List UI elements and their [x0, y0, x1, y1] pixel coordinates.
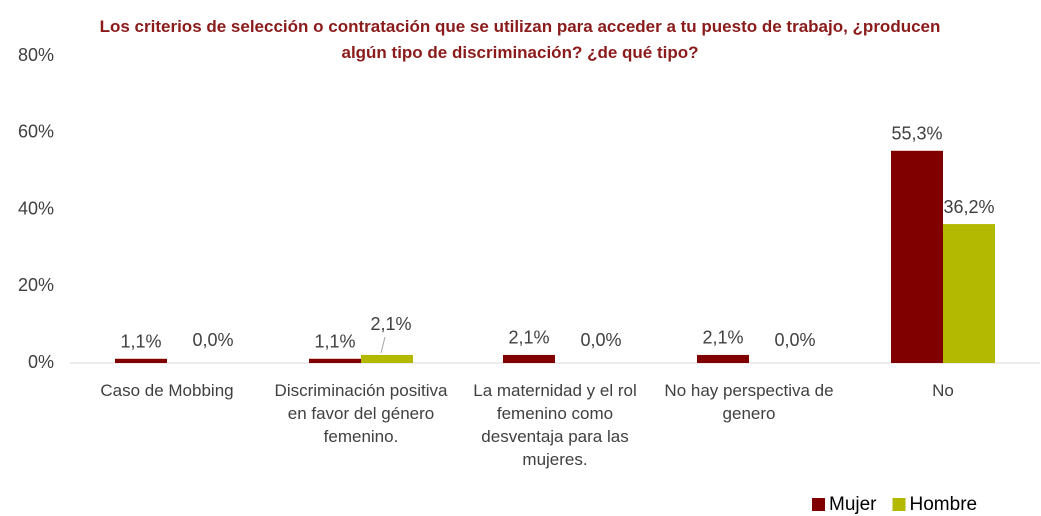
- value-label: 2,1%: [702, 328, 743, 348]
- y-tick-label: 60%: [18, 122, 54, 142]
- bar: [943, 224, 995, 363]
- y-tick-label: 80%: [18, 45, 54, 65]
- legend-label: Mujer: [829, 494, 877, 515]
- bar: [697, 354, 749, 363]
- value-label: 0,0%: [580, 330, 621, 350]
- x-tick-label: Discriminación positiva en favor del gén…: [274, 381, 448, 446]
- value-label: 0,0%: [192, 330, 233, 350]
- value-label: 36,2%: [943, 197, 994, 217]
- x-tick-label: La maternidad y el rol femenino como des…: [473, 381, 637, 469]
- bar: [503, 354, 555, 363]
- value-label: 1,1%: [314, 332, 355, 352]
- legend-swatch: [812, 498, 825, 511]
- legend-label: Hombre: [910, 494, 978, 515]
- bar: [309, 358, 361, 363]
- x-tick-label: Caso de Mobbing: [100, 381, 234, 400]
- y-tick-label: 0%: [28, 352, 54, 372]
- value-label: 2,1%: [508, 328, 549, 348]
- y-tick-label: 20%: [18, 275, 54, 295]
- value-label: 55,3%: [891, 124, 942, 144]
- chart-title: Los criterios de selección o contratació…: [99, 17, 941, 62]
- value-label: 0,0%: [774, 330, 815, 350]
- value-label: 2,1%: [370, 314, 411, 334]
- bar: [891, 150, 943, 363]
- bar: [361, 354, 413, 363]
- x-tick-label: No: [932, 381, 954, 400]
- x-tick-label: No hay perspectiva de genero: [664, 381, 834, 423]
- value-label: 1,1%: [120, 332, 161, 352]
- legend-swatch: [892, 498, 906, 511]
- y-tick-label: 40%: [18, 198, 54, 218]
- leader-line: [380, 336, 386, 354]
- bar: [115, 358, 167, 363]
